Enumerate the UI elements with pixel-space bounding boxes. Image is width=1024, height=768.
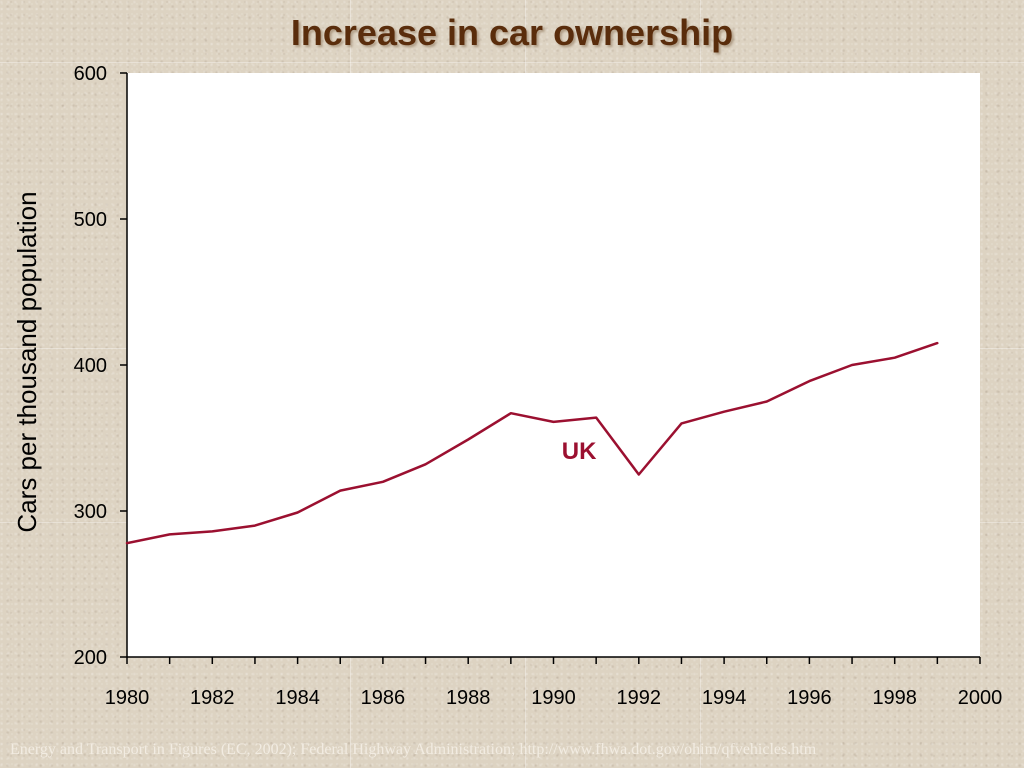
y-tick-label: 200	[74, 647, 107, 669]
x-tick-label: 1998	[872, 687, 917, 709]
x-tick-label: 1986	[361, 687, 406, 709]
axes: 200 300 400 500 600 1980 1982 1984 1986 1988 1990 1…	[74, 63, 1003, 709]
series-layer	[125, 341, 939, 545]
x-tick-label: 1982	[190, 687, 235, 709]
y-tick-label: 400	[74, 355, 107, 377]
series-label: UK	[562, 438, 597, 465]
y-tick-label: 600	[74, 63, 107, 85]
y-axis-label: Cars per thousand population	[12, 191, 42, 532]
labels-layer: UK	[562, 438, 597, 465]
y-tick-label: 300	[74, 501, 107, 523]
series-line-uk	[125, 341, 939, 545]
x-tick-label: 1992	[617, 687, 662, 709]
x-tick-label: 1980	[105, 687, 150, 709]
x-tick-label: 1984	[275, 687, 320, 709]
x-tick-label: 1994	[702, 687, 747, 709]
chart-title: Increase in car ownership	[290, 12, 734, 53]
source-note: Energy and Transport in Figures (EC, 200…	[10, 741, 817, 758]
x-tick-label: 1988	[446, 687, 491, 709]
x-tick-label: 1990	[531, 687, 576, 709]
x-tick-label: 1996	[787, 687, 832, 709]
plot-area	[127, 73, 980, 657]
background-tile-seam	[0, 62, 1024, 63]
x-tick-label: 2000	[958, 687, 1003, 709]
y-tick-label: 500	[74, 209, 107, 231]
